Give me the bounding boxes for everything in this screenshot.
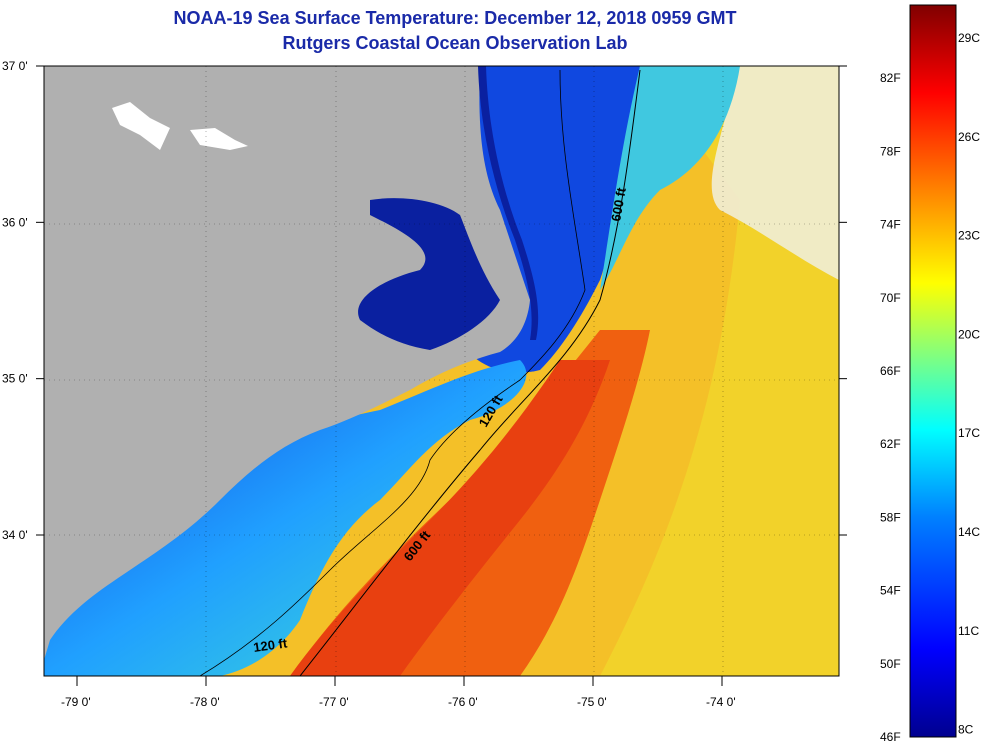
colorbar-c-label: 20C bbox=[958, 327, 980, 341]
lat-tick-label: 36 0' bbox=[2, 215, 28, 229]
lon-tick-label: -74 0' bbox=[706, 695, 736, 709]
colorbar-c-label: 23C bbox=[958, 229, 980, 243]
lon-tick-label: -78 0' bbox=[190, 695, 220, 709]
gulf-stream-core bbox=[290, 360, 610, 676]
colorbar-c-label: 17C bbox=[958, 426, 980, 440]
cool-intrusion bbox=[600, 66, 740, 290]
colorbar-c-label: 11C bbox=[958, 624, 979, 638]
colorbar-f-label: 82F bbox=[880, 71, 901, 85]
map-panel bbox=[44, 66, 839, 676]
map-title: NOAA-19 Sea Surface Temperature: Decembe… bbox=[173, 8, 737, 28]
colorbar-f-label: 58F bbox=[880, 510, 901, 524]
colorbar-c-label: 8C bbox=[958, 723, 974, 737]
lon-tick-label: -77 0' bbox=[319, 695, 349, 709]
map-frame bbox=[43, 65, 840, 677]
longitude-axis: -79 0' -78 0' -77 0' -76 0' -75 0' -74 0' bbox=[61, 676, 736, 709]
colorbar-f-label: 62F bbox=[880, 437, 901, 451]
colorbar-f-label: 66F bbox=[880, 364, 901, 378]
nearshore-water bbox=[44, 360, 527, 676]
colorbar-c-label: 26C bbox=[958, 130, 980, 144]
contour-label-600ft-north: 600 ft bbox=[608, 186, 629, 223]
lon-tick-label: -75 0' bbox=[577, 695, 607, 709]
lat-tick-label: 35 0' bbox=[2, 372, 28, 386]
colorbar-f-label: 54F bbox=[880, 584, 901, 598]
colorbar-c-label: 29C bbox=[958, 31, 980, 45]
contour-120ft bbox=[199, 69, 586, 676]
lon-tick-label: -79 0' bbox=[61, 695, 91, 709]
latitude-axis: 37 0' 36 0' 35 0' 34 0' bbox=[2, 59, 847, 542]
lake-south bbox=[190, 128, 248, 150]
lat-tick-label: 34 0' bbox=[2, 528, 28, 542]
colorbar-c-label: 14C bbox=[958, 525, 980, 539]
lon-tick-label: -76 0' bbox=[448, 695, 478, 709]
contour-label-120ft-south: 120 ft bbox=[252, 635, 288, 655]
lat-tick-label: 37 0' bbox=[2, 59, 28, 73]
colorbar-fahrenheit-labels: 82F 78F 74F 70F 66F 62F 58F 54F 50F 46F bbox=[880, 71, 901, 744]
colorbar-f-label: 70F bbox=[880, 291, 901, 305]
colorbar-f-label: 74F bbox=[880, 218, 901, 232]
graticule bbox=[44, 66, 839, 676]
lake-north bbox=[112, 102, 170, 150]
colorbar-f-label: 50F bbox=[880, 657, 901, 671]
colorbar-celsius-labels: 29C 26C 23C 20C 17C 14C 11C 8C bbox=[958, 31, 980, 737]
map-subtitle: Rutgers Coastal Ocean Observation Lab bbox=[282, 33, 628, 53]
contour-600ft bbox=[299, 69, 641, 676]
cloud-area bbox=[711, 66, 839, 280]
outer-banks-water bbox=[478, 66, 539, 340]
inland-sounds bbox=[358, 198, 500, 350]
colorbar bbox=[909, 4, 957, 738]
colorbar-f-label: 46F bbox=[880, 730, 901, 744]
colorbar-f-label: 78F bbox=[880, 144, 901, 158]
